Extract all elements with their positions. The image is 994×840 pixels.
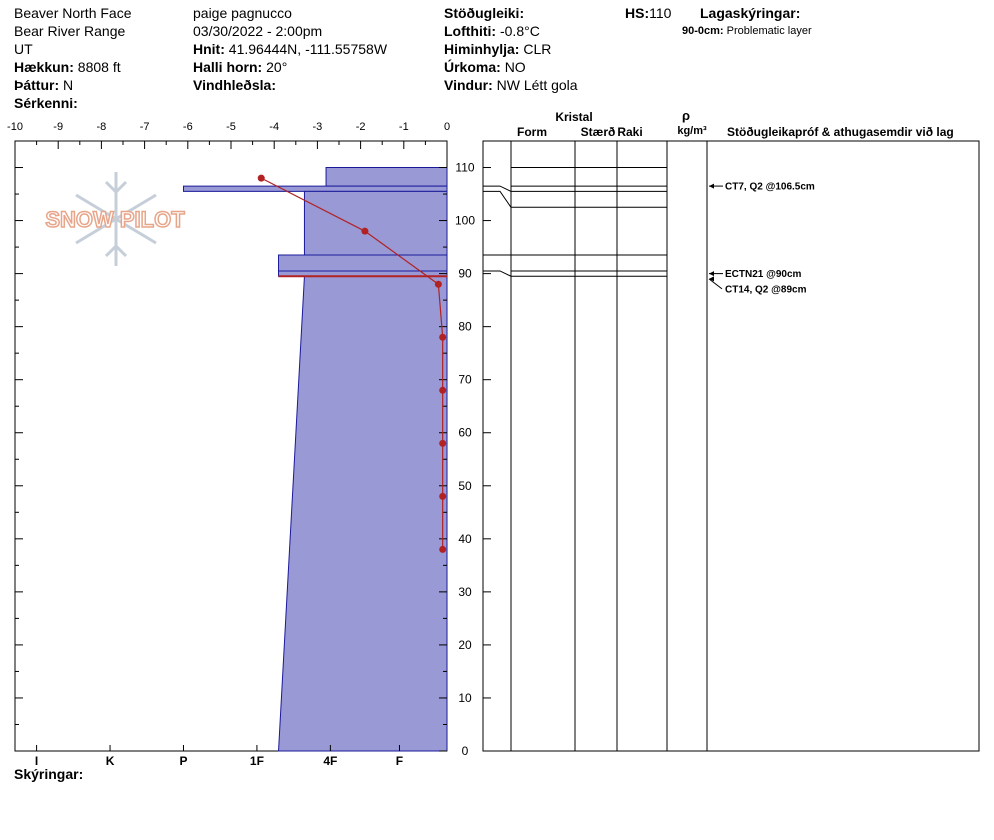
hardness-layer	[325, 167, 448, 187]
layer-connector-line	[483, 270, 512, 277]
depth-tick-label: 70	[458, 373, 472, 387]
temperature-point	[439, 386, 447, 394]
temp-tick-label: -10	[7, 121, 23, 133]
hardness-layer	[182, 185, 448, 192]
temp-tick-label: -5	[226, 121, 236, 133]
test-arrow-icon	[709, 271, 714, 277]
aspect: Þáttur: N	[14, 77, 74, 93]
test-pointer-line	[708, 278, 723, 290]
sky-cover: Himinhylja: CLR	[444, 41, 552, 57]
hardness-layer	[278, 254, 448, 272]
temperature-point	[439, 439, 447, 447]
snow-height: HS:110	[625, 5, 672, 21]
tests-header: Stöðugleikapróf & athugasemdir við lag	[727, 125, 954, 139]
temp-tick-label: -8	[97, 121, 107, 133]
test-arrow-icon	[709, 276, 714, 282]
layer-notes-title: Lagaskýringar:	[700, 5, 801, 21]
test-arrow-icon	[709, 183, 714, 189]
depth-tick-label: 80	[458, 320, 472, 334]
temperature-profile	[257, 174, 447, 553]
temperature-point	[257, 174, 265, 182]
right-plot-frame	[482, 140, 980, 752]
temperature-point	[439, 492, 447, 500]
layer-note: 90-0cm: Problematic layer	[682, 25, 812, 37]
depth-tick-label: 100	[455, 214, 475, 228]
layer-connector-line	[483, 185, 512, 192]
hardness-tick-label: 1F	[250, 754, 264, 768]
hardness-tick-label: F	[396, 754, 403, 768]
depth-tick-label: 30	[458, 585, 472, 599]
hardness-tick-label: I	[35, 754, 38, 768]
location-name: Beaver North Face	[14, 5, 132, 21]
temp-tick-label: -3	[313, 121, 323, 133]
layer-connector-line	[483, 190, 512, 208]
temp-tick-label: -9	[53, 121, 63, 133]
depth-tick-label: 50	[458, 479, 472, 493]
hardness-tick-label: P	[179, 754, 187, 768]
depth-tick-label: 10	[458, 691, 472, 705]
temperature-line	[260, 177, 444, 550]
air-temperature: Lofthiti: -0.8°C	[444, 23, 540, 39]
stability-tests: CT7, Q2 @106.5cm ECTN21 @90cm CT14, Q2 @89…	[708, 182, 815, 295]
snowpilot-logo: SNOW PILOT	[45, 207, 185, 232]
temperature-axis: -10 -9 -8 -7 -6 -5 -4 -3 -2 -1 0	[7, 121, 450, 149]
density-symbol: ρ	[682, 108, 690, 123]
temperature-point	[434, 280, 442, 288]
test-label: ECTN21 @90cm	[725, 269, 802, 280]
observer-name: paige pagnucco	[193, 5, 292, 21]
precipitation: Úrkoma: NO	[444, 59, 526, 75]
depth-tick-label: 90	[458, 267, 472, 281]
temperature-point	[439, 333, 447, 341]
temp-tick-label: -7	[140, 121, 150, 133]
observation-datetime: 03/30/2022 - 2:00pm	[193, 23, 323, 39]
features: Sérkenni:	[14, 95, 78, 111]
size-header: Stærð	[581, 125, 616, 139]
state: UT	[14, 41, 33, 57]
temp-tick-label: -6	[183, 121, 193, 133]
layer-boundaries	[483, 167, 667, 277]
temp-tick-label: -4	[269, 121, 279, 133]
test-label: CT14, Q2 @89cm	[725, 284, 807, 295]
temperature-point	[361, 227, 369, 235]
temp-tick-label: 0	[444, 121, 450, 133]
wind-loading: Vindhleðsla:	[193, 77, 276, 93]
hardness-layers	[182, 167, 448, 752]
depth-tick-label: 20	[458, 638, 472, 652]
moisture-header: Raki	[617, 125, 642, 139]
coordinates: Hnit: 41.96444N, -111.55758W	[193, 41, 388, 57]
depth-tick-label: 40	[458, 532, 472, 546]
form-header: Form	[517, 125, 547, 139]
snowflake-icon	[75, 172, 157, 266]
right-column-lines	[510, 141, 708, 751]
depth-tick-label: 110	[455, 161, 474, 175]
temp-tick-label: -2	[356, 121, 366, 133]
temperature-point	[439, 545, 447, 553]
mountain-range: Bear River Range	[14, 23, 126, 39]
hardness-tick-label: K	[106, 754, 115, 768]
legend-label: Skýringar:	[14, 766, 84, 782]
depth-tick-label: 60	[458, 426, 472, 440]
slope-angle: Halli horn: 20°	[193, 59, 288, 75]
hardness-layer	[277, 275, 448, 752]
crystal-header: Kristal	[555, 110, 592, 124]
test-label: CT7, Q2 @106.5cm	[725, 182, 815, 193]
hardness-axis: I K P 1F 4F F	[35, 745, 403, 768]
temp-tick-label: -1	[399, 121, 409, 133]
stability: Stöðugleiki:	[444, 5, 525, 21]
wind: Vindur: NW Létt gola	[444, 77, 578, 93]
density-unit: kg/m³	[677, 125, 707, 137]
hardness-tick-label: 4F	[323, 754, 337, 768]
depth-tick-label: 0	[462, 744, 469, 758]
hardness-layer	[303, 190, 448, 256]
elevation: Hækkun: 8808 ft	[14, 59, 121, 75]
depth-axis: 0 10 20 30 40 50 60 70 80 90 100 110	[15, 140, 491, 758]
